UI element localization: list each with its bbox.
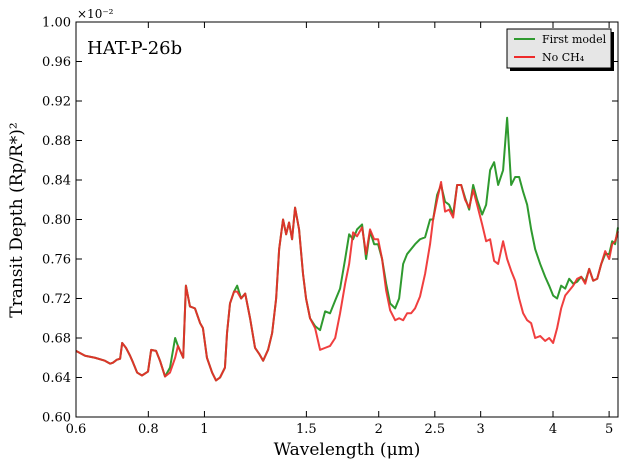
x-tick-label: 2.5	[424, 422, 445, 437]
y-tick-label: 0.68	[42, 332, 71, 347]
x-tick-label: 4	[549, 422, 557, 437]
offset-text: ×10⁻²	[77, 7, 114, 21]
x-tick-label: 5	[605, 422, 613, 437]
x-tick-label: 1	[200, 422, 208, 437]
y-axis-label: Transit Depth (Rp/R*)²	[7, 122, 27, 318]
legend-label: No CH₄	[542, 51, 585, 64]
x-axis-label: Wavelength (μm)	[274, 440, 421, 460]
y-tick-label: 0.96	[42, 55, 71, 70]
y-tick-label: 1.00	[42, 16, 71, 31]
x-tick-label: 3	[477, 422, 485, 437]
x-tick-label: 0.6	[66, 422, 87, 437]
legend-box	[506, 28, 612, 69]
annotation: HAT-P-26b	[87, 38, 182, 59]
line-series	[75, 180, 619, 382]
y-tick-label: 0.72	[42, 292, 71, 307]
y-tick-label: 0.64	[42, 371, 71, 386]
legend-label: First model	[542, 33, 607, 46]
y-tick-label: 0.88	[42, 134, 71, 149]
y-tick-label: 0.84	[42, 174, 71, 189]
y-tick-label: 0.76	[42, 253, 71, 268]
y-tick-label: 0.92	[42, 95, 71, 110]
y-tick-label: 0.80	[42, 213, 71, 228]
x-tick-label: 2	[375, 422, 383, 437]
x-tick-label: 0.8	[138, 422, 159, 437]
x-tick-label: 1.5	[296, 422, 317, 437]
y-tick-label: 0.60	[42, 411, 71, 426]
